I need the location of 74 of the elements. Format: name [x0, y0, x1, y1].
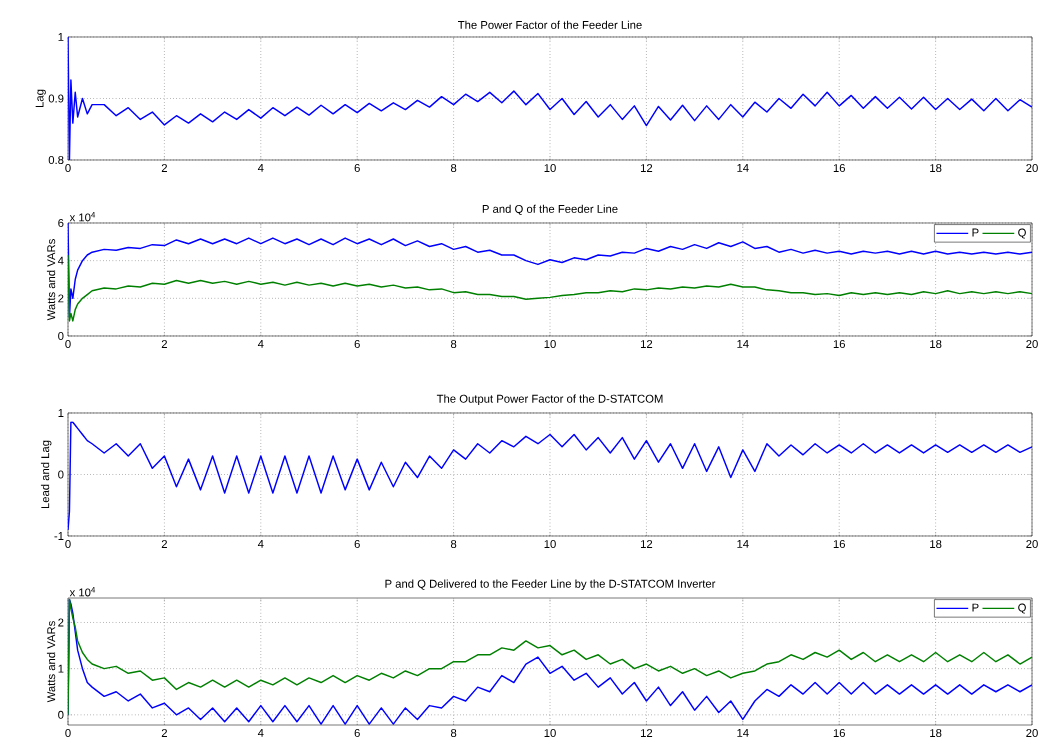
x-tick-label: 4: [257, 340, 264, 348]
x-tick-label: 20: [1026, 340, 1038, 349]
y-tick-label: 0: [58, 710, 64, 719]
x-tick-label: 14: [737, 340, 749, 348]
x-tick-label: 18: [930, 540, 942, 549]
y-tick-label: 2: [58, 618, 64, 627]
x-tick-label: 18: [930, 164, 942, 173]
x-tick-label: 12: [640, 164, 653, 172]
legend-label: Q: [1018, 603, 1026, 614]
x-tick-label: 20: [1026, 164, 1038, 173]
y-tick-label: 4: [57, 256, 64, 265]
x-tick-label: 4: [257, 540, 264, 548]
x-tick-label: 6: [354, 340, 360, 349]
x-tick-label: 8: [450, 340, 457, 349]
x-tick-label: 6: [354, 729, 360, 738]
legend-label: Q: [1018, 228, 1026, 239]
x-tick-label: 14: [737, 540, 749, 548]
x-tick-label: 0: [65, 164, 71, 173]
x-tick-label: 6: [354, 540, 360, 549]
x-tick-label: 18: [930, 729, 942, 738]
x-tick-label: 8: [450, 540, 457, 549]
y-tick-label: 1: [58, 33, 64, 41]
legend-label: P: [972, 603, 979, 612]
x-tick-label: 14: [737, 164, 749, 172]
x-tick-label: 0: [65, 340, 71, 349]
y-axis-title: Lead and Lag: [40, 440, 52, 509]
chart-title: P and Q of the Feeder Line: [482, 204, 618, 215]
line-series: [68, 254, 1033, 322]
text: x 10$^{4}$: [69, 212, 96, 222]
x-tick-label: 18: [930, 340, 942, 349]
chart-title: The Output Power Factor of the D-STATCOM: [436, 394, 663, 405]
y-tick-label: 0: [58, 470, 64, 479]
x-tick-label: 6: [354, 164, 360, 173]
y-tick-label: 0: [58, 332, 64, 340]
y-tick-label: 1: [58, 409, 64, 417]
x-tick-label: 4: [257, 164, 264, 172]
x-tick-label: 2: [161, 540, 167, 548]
chart-title: The Power Factor of the Feeder Line: [458, 20, 642, 29]
line-series: [68, 421, 1033, 531]
x-tick-label: 0: [65, 540, 71, 549]
x-tick-label: 12: [640, 729, 653, 737]
x-tick-label: 16: [833, 729, 845, 738]
y-tick-label: 0.9: [48, 94, 64, 103]
x-tick-label: 12: [640, 540, 653, 548]
y-tick-label: 6: [58, 219, 64, 227]
x-tick-label: 16: [833, 164, 845, 173]
x-tick-label: 10: [544, 540, 556, 549]
x-tick-label: 2: [161, 164, 167, 172]
legend-label: P: [972, 228, 979, 237]
x-tick-label: 20: [1026, 540, 1038, 549]
chart-title: P and Q Delivered to the Feeder Line by the D-STATCOM Inverter: [385, 579, 716, 590]
y-tick-label: 1: [58, 664, 64, 673]
x-tick-label: 14: [737, 729, 749, 737]
x-tick-label: 8: [450, 729, 457, 738]
y-axis-title: Lag: [35, 89, 46, 107]
x-tick-label: 16: [833, 340, 845, 349]
x-tick-label: 0: [65, 729, 71, 738]
text: x 10$^{4}$: [69, 587, 96, 597]
x-tick-label: 20: [1026, 729, 1038, 738]
y-tick-label: 0.8: [48, 156, 64, 164]
x-tick-label: 12: [640, 340, 653, 348]
y-tick-label: 2: [58, 294, 64, 303]
y-tick-label: -1: [54, 532, 64, 540]
x-tick-label: 2: [161, 340, 167, 348]
y-axis-title: Watts and VARs: [46, 621, 56, 703]
x-tick-label: 10: [544, 164, 556, 173]
x-tick-label: 16: [833, 540, 845, 549]
x-tick-label: 4: [257, 729, 264, 737]
x-tick-label: 10: [544, 729, 556, 738]
x-tick-label: 8: [450, 164, 457, 173]
y-axis-title: Watts and VARs: [46, 239, 56, 321]
x-tick-label: 2: [161, 729, 167, 737]
line-series: [68, 36, 1033, 160]
x-tick-label: 10: [544, 340, 556, 349]
